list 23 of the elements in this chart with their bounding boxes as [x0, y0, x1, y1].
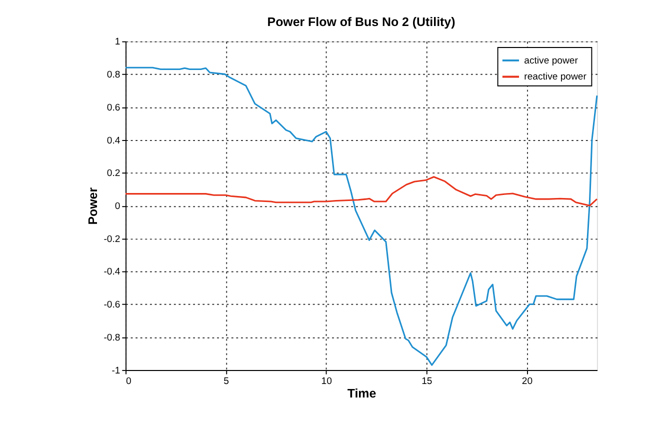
y-tick-label: 0.8 — [106, 70, 120, 81]
y-tick-label: 0.6 — [106, 102, 120, 114]
legend-label: reactive power — [524, 72, 588, 83]
x-tick-label: 0 — [126, 376, 132, 387]
y-tick-label: 0.4 — [106, 135, 121, 146]
y-tick-label: -1 — [112, 365, 120, 376]
x-tick-label: 15 — [422, 376, 432, 387]
x-tick-label: 5 — [224, 376, 229, 387]
y-tick-label: -0.8 — [104, 332, 120, 344]
y-tick-label: 0.2 — [106, 168, 120, 180]
line-series — [124, 66, 598, 366]
x-tick-label: 20 — [522, 376, 533, 387]
x-axis-title: Time — [347, 386, 376, 400]
legend-label: active power — [524, 55, 579, 66]
chart-title: Power Flow of Bus No 2 (Utility) — [267, 14, 456, 29]
y-tick-label: -0.6 — [104, 300, 120, 311]
y-axis-title: Power — [86, 187, 100, 225]
line-series — [124, 176, 598, 206]
y-tick-label: 1 — [114, 36, 120, 48]
y-tick-label: -0.2 — [104, 234, 120, 245]
y-tick-label: 0 — [114, 201, 120, 212]
y-tick-label: -0.4 — [104, 266, 121, 278]
x-tick-label: 10 — [321, 376, 332, 387]
